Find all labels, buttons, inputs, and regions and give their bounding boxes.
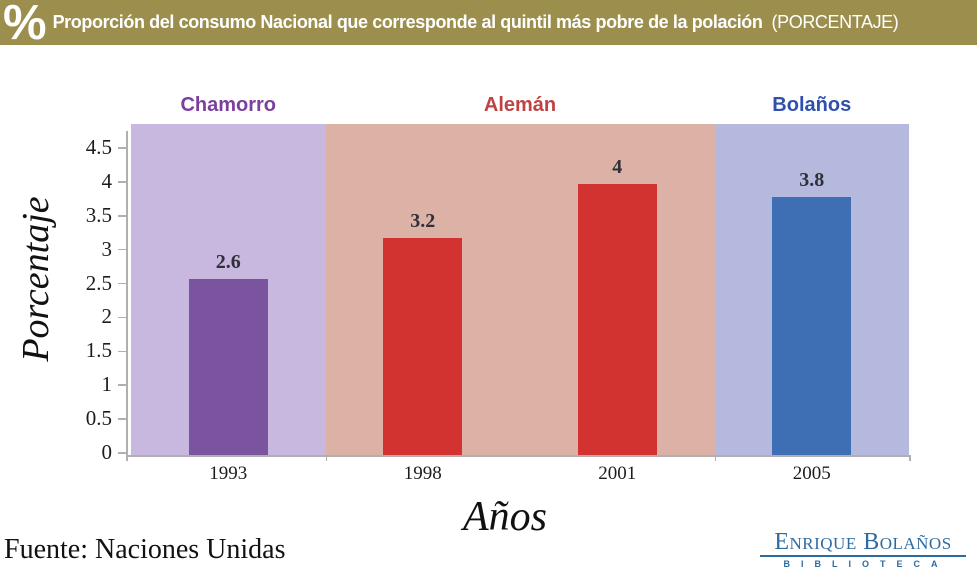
y-tick-mark xyxy=(118,282,127,285)
x-tick-label: 1998 xyxy=(403,463,442,484)
y-tick-mark xyxy=(118,147,127,149)
y-tick-mark xyxy=(118,384,127,386)
y-tick-label: 1.5 xyxy=(85,338,112,363)
bar-value-label: 2.6 xyxy=(215,250,241,273)
y-axis-title: Porcentaje xyxy=(15,196,57,362)
x-tick-label: 1993 xyxy=(209,463,248,484)
y-tick-label: 2.5 xyxy=(85,270,112,295)
bar-2001 xyxy=(577,183,657,455)
x-tick-label: 2005 xyxy=(792,463,831,484)
library-logo: Enrique Bolaños BIBLIOTECA xyxy=(760,530,966,569)
page-subtitle: (PORCENTAJE) xyxy=(771,12,899,32)
x-axis-boundary-tick xyxy=(126,455,128,461)
bar-value-label: 3.2 xyxy=(410,210,436,232)
x-axis-boundary-tick xyxy=(909,455,911,461)
y-tick-label: 4.5 xyxy=(85,134,112,159)
y-tick-mark xyxy=(118,181,127,183)
x-axis-line xyxy=(126,455,909,457)
x-tick-label: 2001 xyxy=(598,463,637,484)
y-tick-label: 0 xyxy=(101,440,113,464)
y-tick-mark xyxy=(118,452,127,454)
y-tick-label: 3 xyxy=(101,236,113,261)
bar-1993 xyxy=(188,278,268,455)
era-label-1: Alemán xyxy=(483,94,557,116)
bar-2005 xyxy=(772,197,852,455)
page-title: Proporción del consumo Nacional que corr… xyxy=(52,12,763,32)
y-tick-label: 0.5 xyxy=(85,406,112,431)
bar-1998 xyxy=(383,238,463,455)
bar-value-label: 3.8 xyxy=(799,169,825,192)
y-tick-label: 3.5 xyxy=(85,202,112,227)
logo-subtitle: BIBLIOTECA xyxy=(783,559,949,569)
y-tick-mark xyxy=(118,418,127,420)
percent-icon: % xyxy=(3,0,47,50)
y-tick-mark xyxy=(118,215,127,217)
y-tick-mark xyxy=(118,350,127,353)
y-tick-label: 1 xyxy=(101,372,113,397)
y-tick-mark xyxy=(118,248,127,251)
era-label-2: Bolaños xyxy=(772,94,852,116)
x-axis-boundary-tick xyxy=(714,455,716,461)
bar-value-label: 4 xyxy=(612,155,623,178)
source-text: Fuente: Naciones Unidas xyxy=(4,534,286,565)
x-axis-title: Años xyxy=(463,494,547,540)
y-tick-label: 4 xyxy=(101,168,113,193)
y-tick-label: 2 xyxy=(101,304,113,329)
header-bar: % Proporción del consumo Nacional que co… xyxy=(0,0,977,50)
x-axis-boundary-tick xyxy=(325,455,327,461)
y-axis-line xyxy=(126,131,128,456)
logo-name: Enrique Bolaños xyxy=(760,530,966,557)
y-tick-mark xyxy=(118,316,127,319)
era-label-0: Chamorro xyxy=(180,94,277,116)
